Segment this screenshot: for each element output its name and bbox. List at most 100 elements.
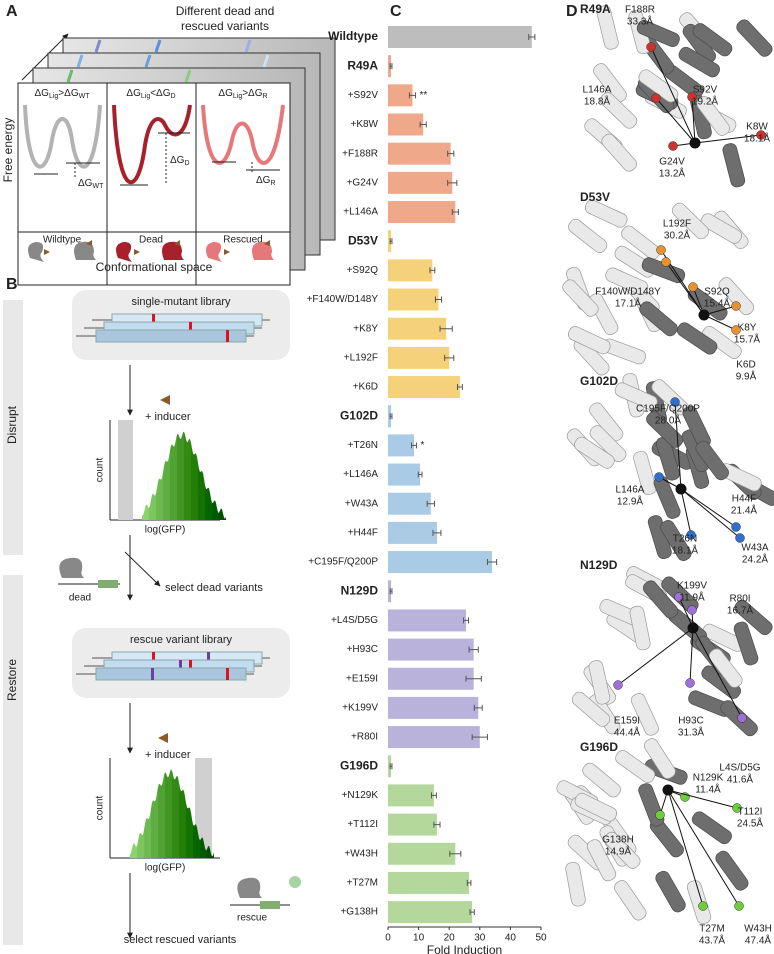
- helix: [601, 133, 637, 172]
- subscript: D: [171, 93, 176, 100]
- panel-d: D R49A F188R33.3ÅL146A18.8ÅS92V19.2ÅK8W18.…: [556, 2, 774, 947]
- caption: rescued variants: [181, 19, 269, 33]
- histogram-slice: [170, 434, 177, 520]
- site-sphere: [651, 93, 661, 103]
- histogram-slice: [163, 450, 170, 520]
- distance-line: [692, 627, 743, 719]
- helix: [678, 46, 720, 78]
- helix: [567, 326, 611, 355]
- histogram-slice: [205, 485, 212, 520]
- icons: [28, 240, 274, 262]
- site-name: H93C: [678, 716, 704, 727]
- y-tick-label: +T112I: [347, 819, 378, 830]
- x-tick-label: 20: [444, 933, 456, 944]
- site-sphere: [656, 245, 666, 255]
- distance-line: [703, 314, 737, 331]
- helix: [655, 436, 680, 481]
- helix: [736, 19, 773, 57]
- site-sphere: [687, 92, 697, 102]
- formula-part: >ΔG: [242, 88, 263, 99]
- mutant-label: N129D: [580, 558, 618, 572]
- error-bar: [389, 63, 393, 70]
- site-name: S92Q: [704, 287, 730, 298]
- error-bar: [486, 559, 498, 566]
- mutation: [152, 314, 155, 326]
- formula-part: <ΔG: [150, 88, 171, 99]
- formula: ΔGWT: [78, 178, 104, 190]
- subscript: WT: [79, 93, 91, 100]
- mutant-label: R49A: [580, 2, 611, 16]
- inducer-label: + inducer: [145, 411, 191, 423]
- significance: *: [420, 440, 424, 451]
- formula: ΔGLig>ΔGR: [218, 88, 267, 100]
- x-tick-label: 40: [505, 933, 517, 944]
- helix: [614, 880, 647, 921]
- reporter: [260, 901, 280, 909]
- bar: [388, 55, 392, 78]
- helix: [733, 621, 759, 666]
- site-name: K8W: [746, 122, 768, 133]
- mutant-sphere: [698, 309, 710, 321]
- site-name: L4S/D5G: [719, 763, 760, 774]
- histogram-slice: [137, 830, 144, 858]
- axis-label: count: [95, 796, 106, 821]
- arrow: [21, 33, 69, 81]
- icon-label: dead: [69, 593, 91, 604]
- error-bar: [389, 763, 393, 770]
- site-sphere: [731, 301, 741, 311]
- error-bar: [463, 617, 469, 624]
- distance-line: [694, 134, 762, 144]
- energy-curve: [112, 104, 192, 185]
- site-distance: 24.2Å: [742, 553, 768, 566]
- site-name: L146A: [583, 85, 612, 96]
- bar: [388, 580, 392, 603]
- error-bar: [433, 821, 441, 828]
- site-sphere: [613, 680, 623, 690]
- histogram-slice: [144, 808, 151, 858]
- distance-line: [667, 789, 738, 809]
- helix: [696, 96, 730, 136]
- site-sphere: [686, 530, 696, 540]
- bar: [388, 755, 392, 778]
- error-bar: [468, 646, 479, 653]
- bar: [388, 463, 421, 486]
- histogram-slice: [172, 770, 179, 858]
- y-tick-label: +W43A: [345, 498, 378, 509]
- error-bar: [389, 238, 393, 245]
- helix: [588, 293, 619, 335]
- site-name: R80I: [729, 594, 750, 605]
- bar: [388, 842, 456, 865]
- y-tick-label: +G24V: [347, 177, 379, 188]
- mutation: [189, 660, 192, 672]
- bar: [388, 288, 439, 311]
- y-tick-label: +K8W: [350, 119, 378, 130]
- bar: [388, 171, 453, 194]
- bar: [388, 434, 415, 457]
- error-bar: [447, 150, 455, 157]
- error-bar: [471, 734, 488, 741]
- x-tick-label: 30: [474, 933, 486, 944]
- helix: [660, 520, 692, 561]
- selection-label: select dead variants: [165, 582, 263, 594]
- helix: [605, 267, 649, 295]
- y-tick-label: +T27M: [347, 878, 378, 889]
- site-distance: 11.4Å: [695, 783, 721, 796]
- bar: [388, 84, 413, 107]
- site-distance: 12.9Å: [617, 495, 643, 508]
- site-distance: 15.4Å: [704, 297, 730, 310]
- bar: [388, 317, 447, 340]
- bar: [388, 405, 392, 428]
- bar: [388, 142, 451, 165]
- subscript: WT: [92, 183, 104, 190]
- site-sphere: [646, 42, 656, 52]
- back-curves: [66, 39, 270, 83]
- library-label: rescue variant library: [130, 634, 233, 646]
- mutant-label: D53V: [580, 190, 610, 204]
- site-distance: 41.6Å: [727, 773, 753, 786]
- formula-part: ΔG: [170, 155, 185, 166]
- error-bar: [411, 442, 417, 449]
- helix: [638, 783, 665, 827]
- error-bar: [469, 909, 475, 916]
- bar: [388, 696, 479, 719]
- helix: [646, 411, 684, 448]
